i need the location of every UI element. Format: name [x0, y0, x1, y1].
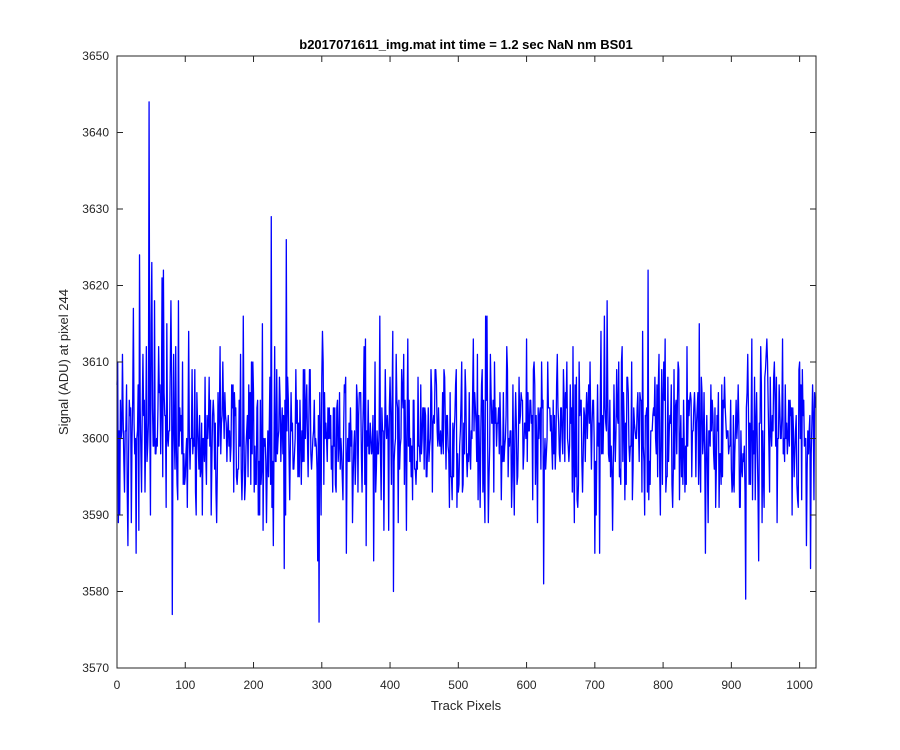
y-tick-label: 3610: [82, 355, 109, 369]
x-axis: 0 100 200 300 400 500 600 700 800 900 1000: [114, 56, 813, 692]
x-tick-label: 400: [380, 678, 400, 692]
y-tick-label: 3650: [82, 49, 109, 63]
x-tick-label: 700: [585, 678, 605, 692]
plot-area: [117, 56, 816, 668]
y-tick-label: 3590: [82, 508, 109, 522]
x-tick-label: 500: [448, 678, 468, 692]
y-tick-label: 3600: [82, 432, 109, 446]
x-tick-label: 900: [721, 678, 741, 692]
y-tick-label: 3640: [82, 126, 109, 140]
chart-title: b2017071611_img.mat int time = 1.2 sec N…: [299, 37, 632, 52]
y-tick-label: 3630: [82, 202, 109, 216]
x-tick-label: 100: [175, 678, 195, 692]
x-axis-label: Track Pixels: [431, 698, 502, 713]
x-tick-label: 300: [312, 678, 332, 692]
y-tick-label: 3620: [82, 279, 109, 293]
series-layer: [116, 101, 816, 623]
x-tick-label: 800: [653, 678, 673, 692]
y-tick-label: 3580: [82, 585, 109, 599]
x-tick-label: 200: [244, 678, 264, 692]
x-tick-label: 600: [517, 678, 537, 692]
y-tick-label: 3570: [82, 661, 109, 675]
y-axis-label: Signal (ADU) at pixel 244: [56, 289, 71, 435]
y-axis: 3570 3580 3590 3600 3610 3620 3630 3640 3650: [82, 49, 816, 675]
x-tick-label: 1000: [786, 678, 813, 692]
x-tick-label: 0: [114, 678, 121, 692]
series-line: [116, 101, 816, 623]
